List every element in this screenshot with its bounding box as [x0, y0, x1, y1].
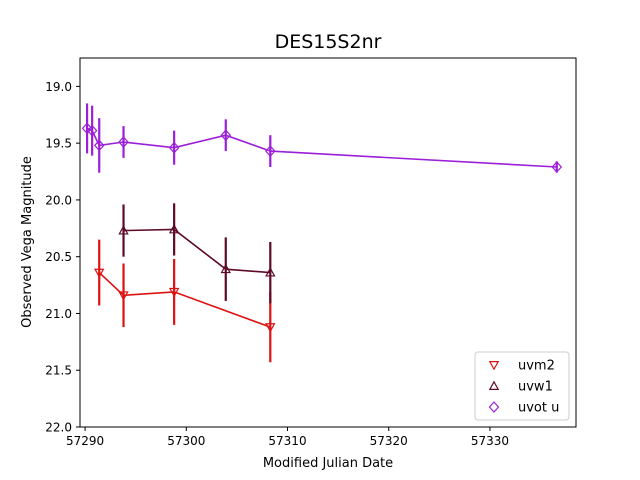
y-tick-label: 19.5 — [45, 137, 72, 151]
y-tick-label: 21.5 — [45, 364, 72, 378]
data-point — [118, 225, 129, 235]
y-tick-label: 20.5 — [45, 250, 72, 264]
data-point — [94, 268, 105, 279]
legend-label: uvot u — [518, 401, 559, 416]
series-uvot-u — [81, 103, 563, 173]
y-tick-label: 21.0 — [45, 307, 72, 321]
data-point — [86, 124, 98, 137]
data-point — [168, 141, 180, 154]
legend-marker — [488, 380, 500, 390]
x-tick-label: 57330 — [471, 434, 509, 448]
x-tick-label: 57310 — [268, 434, 306, 448]
legend-marker — [488, 361, 500, 371]
series-line — [98, 272, 271, 328]
y-tick-label: 20.0 — [45, 193, 72, 207]
x-tick-label: 57300 — [167, 434, 205, 448]
series-uvm2 — [94, 239, 276, 363]
data-point — [265, 267, 276, 277]
data-point — [118, 291, 129, 301]
data-point — [93, 139, 105, 152]
legend-box — [474, 351, 570, 421]
data-point — [551, 161, 563, 173]
data-point — [220, 263, 231, 274]
x-axis: 57290 57300 57310 57320 57330 — [66, 427, 509, 448]
data-point — [81, 122, 93, 135]
series-line — [123, 228, 271, 274]
plot-frame — [79, 57, 577, 428]
data-point — [168, 224, 180, 234]
legend-label: uvw1 — [518, 380, 553, 395]
y-axis: 19.0 19.5 20.0 20.5 21.0 21.5 22.0 — [45, 80, 80, 435]
data-point — [220, 129, 232, 142]
x-axis-label: Modified Julian Date — [263, 456, 393, 471]
legend: uvm2 uvw1 uvot u — [474, 351, 570, 421]
y-tick-label: 22.0 — [45, 421, 72, 435]
chart-title: DES15S2nr — [275, 31, 382, 53]
y-axis-label: Observed Vega Magnitude — [20, 156, 35, 328]
x-tick-label: 57320 — [370, 434, 408, 448]
data-point — [265, 323, 276, 333]
data-point — [118, 136, 129, 148]
legend-label: uvm2 — [518, 359, 555, 374]
x-tick-label: 57290 — [66, 434, 104, 448]
y-tick-label: 19.0 — [45, 80, 72, 94]
legend-marker — [488, 401, 500, 413]
plot-area — [81, 103, 563, 363]
series-uvw1 — [118, 203, 276, 304]
data-point — [264, 145, 276, 157]
data-point — [168, 287, 180, 298]
series-line — [86, 127, 557, 168]
